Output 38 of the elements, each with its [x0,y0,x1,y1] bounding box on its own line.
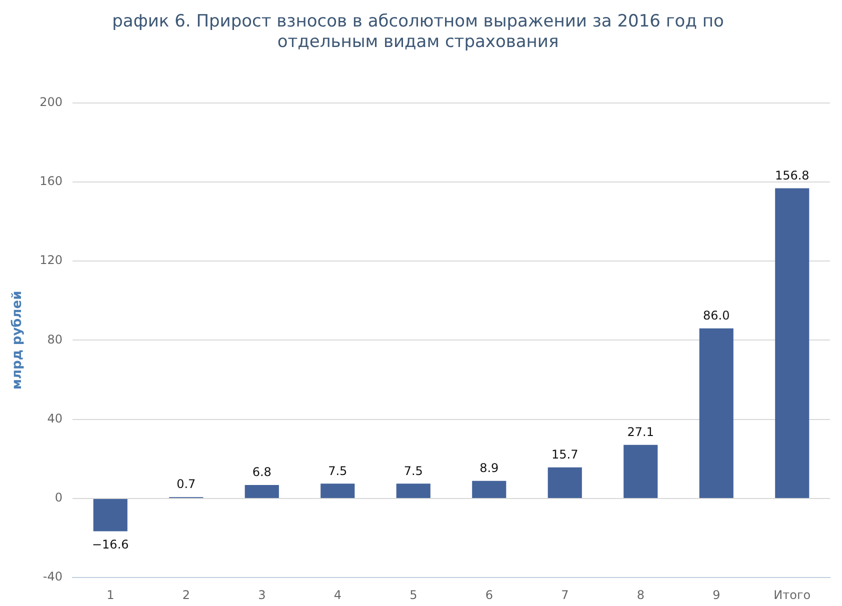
data-label: 6.8 [252,465,272,480]
bar [396,484,430,498]
data-label: 86.0 [703,308,730,322]
y-tick-label: 200 [40,94,63,109]
y-axis-title: млрд рублей [10,290,26,390]
x-tick-label: Итого [774,588,811,602]
x-tick-label: 3 [258,588,266,602]
chart-title: рафик 6. Прирост взносов в абсолютном выражении за 2016 год по отдельным видам страхования [112,12,724,52]
bar [93,498,128,532]
data-label: 8.9 [480,460,499,475]
bar [320,484,355,498]
data-label: 7.5 [404,464,423,478]
x-tick-label: 9 [712,588,720,602]
x-tick-label: 5 [410,588,418,602]
data-label: 0.7 [176,477,196,492]
x-tick-label: 6 [485,588,493,602]
bar [472,480,506,498]
bar [244,485,279,498]
x-tick-label: 7 [561,588,569,602]
data-label: 156.8 [774,168,810,182]
x-tick-label: 1 [106,588,114,602]
y-tick-label: 160 [40,174,63,188]
data-label: 15.7 [552,448,578,462]
y-tick-label: -40 [42,570,63,584]
data-label: 27.1 [627,424,654,439]
y-tick-label: 40 [47,411,63,426]
x-tick-label: 2 [182,588,190,602]
bar [699,328,734,498]
data-label: 7.5 [328,464,348,478]
bar [548,467,582,498]
x-tick-label: 8 [636,588,644,602]
y-tick-label: 0 [54,490,63,505]
y-tick-label: 80 [47,332,63,346]
data-label: −16.6 [92,537,129,552]
x-tick-label: 4 [334,588,342,602]
bar [624,444,658,498]
bar [775,188,810,498]
y-tick-label: 120 [40,253,63,268]
